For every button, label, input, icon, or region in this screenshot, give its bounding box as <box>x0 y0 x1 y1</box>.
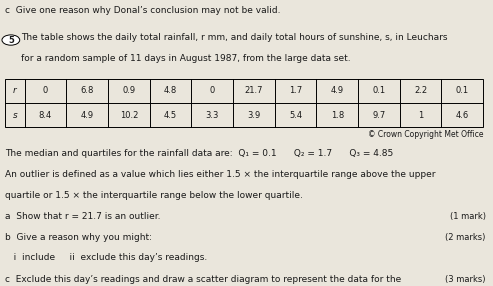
Text: s: s <box>12 111 17 120</box>
Text: 4.6: 4.6 <box>456 111 469 120</box>
Text: 4.9: 4.9 <box>81 111 94 120</box>
Text: 21.7: 21.7 <box>245 86 263 95</box>
Text: 0: 0 <box>210 86 215 95</box>
Text: i  include     ii  exclude this day’s readings.: i include ii exclude this day’s readings… <box>5 253 207 262</box>
Text: 1: 1 <box>418 111 423 120</box>
Text: 0: 0 <box>43 86 48 95</box>
Text: 4.9: 4.9 <box>331 86 344 95</box>
Text: 0.1: 0.1 <box>372 86 386 95</box>
Text: quartile or 1.5 × the interquartile range below the lower quartile.: quartile or 1.5 × the interquartile rang… <box>5 191 303 200</box>
Text: 8.4: 8.4 <box>39 111 52 120</box>
Text: 4.5: 4.5 <box>164 111 177 120</box>
Text: An outlier is defined as a value which lies either 1.5 × the interquartile range: An outlier is defined as a value which l… <box>5 170 435 179</box>
Text: The table shows the daily total rainfall, r mm, and daily total hours of sunshin: The table shows the daily total rainfall… <box>21 33 447 42</box>
Text: 6.8: 6.8 <box>80 86 94 95</box>
Text: a  Show that r = 21.7 is an outlier.: a Show that r = 21.7 is an outlier. <box>5 212 160 221</box>
Text: 0.9: 0.9 <box>122 86 136 95</box>
Circle shape <box>2 35 20 45</box>
Text: b  Give a reason why you might:: b Give a reason why you might: <box>5 233 152 242</box>
Text: 5.4: 5.4 <box>289 111 302 120</box>
Text: © Crown Copyright Met Office: © Crown Copyright Met Office <box>368 130 483 139</box>
Text: 3.9: 3.9 <box>247 111 260 120</box>
Text: (1 mark): (1 mark) <box>450 212 486 221</box>
Text: 2.2: 2.2 <box>414 86 427 95</box>
Text: for a random sample of 11 days in August 1987, from the large data set.: for a random sample of 11 days in August… <box>21 54 351 63</box>
Text: 3.3: 3.3 <box>206 111 219 120</box>
Text: (2 marks): (2 marks) <box>445 233 486 242</box>
Text: r: r <box>13 86 17 95</box>
Text: 9.7: 9.7 <box>372 111 386 120</box>
Text: The median and quartiles for the rainfall data are:  Q₁ = 0.1      Q₂ = 1.7     : The median and quartiles for the rainfal… <box>5 149 393 158</box>
Text: 4.8: 4.8 <box>164 86 177 95</box>
Text: 1.7: 1.7 <box>289 86 302 95</box>
Text: 10.2: 10.2 <box>120 111 138 120</box>
Text: 0.1: 0.1 <box>456 86 469 95</box>
Text: (3 marks): (3 marks) <box>445 275 486 284</box>
Text: c  Give one reason why Donal’s conclusion may not be valid.: c Give one reason why Donal’s conclusion… <box>5 6 281 15</box>
Text: c  Exclude this day’s readings and draw a scatter diagram to represent the data : c Exclude this day’s readings and draw a… <box>5 275 401 284</box>
Text: 1.8: 1.8 <box>331 111 344 120</box>
Text: 5: 5 <box>8 35 14 45</box>
